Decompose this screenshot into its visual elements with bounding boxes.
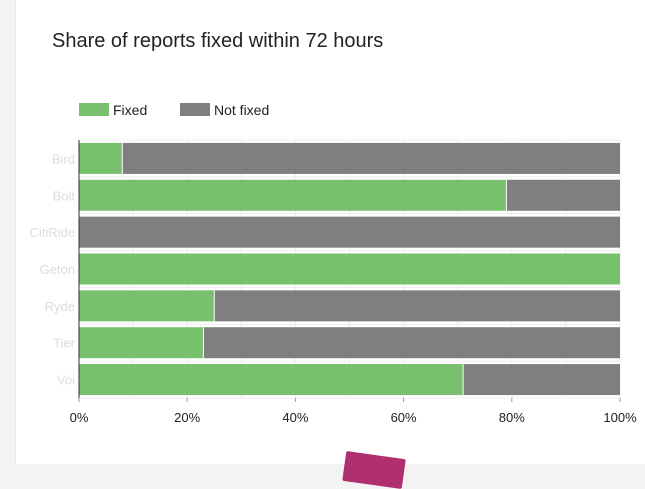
category-label-voi: Voi	[57, 373, 75, 388]
bar-not-fixed-tier	[203, 327, 620, 359]
category-label-geton: Geton	[40, 262, 75, 277]
category-label-citiride: CitiRide	[29, 225, 75, 240]
x-tick-label: 0%	[70, 410, 89, 425]
bar-not-fixed-ryde	[214, 290, 620, 322]
bar-chart: Bird Bolt CitiRide Geton Ryde Tier Voi 0% 20% 40%…	[29, 139, 637, 425]
chart-title: Share of reports fixed within 72 hours	[52, 30, 384, 52]
x-tick-label: 60%	[391, 410, 417, 425]
bar-not-fixed-bird	[122, 142, 620, 174]
category-label-tier: Tier	[53, 336, 76, 351]
legend-swatch-fixed	[79, 103, 109, 116]
category-label-ryde: Ryde	[45, 299, 75, 314]
x-tick-label: 40%	[282, 410, 308, 425]
x-tick-label: 80%	[499, 410, 525, 425]
bar-fixed-bird	[79, 142, 123, 174]
x-tick-label: 20%	[174, 410, 200, 425]
bar-fixed-voi	[79, 364, 464, 396]
bar-not-fixed-bolt	[506, 179, 620, 211]
legend-swatch-not-fixed	[180, 103, 210, 116]
category-label-bird: Bird	[52, 151, 75, 166]
x-tick-label: 100%	[603, 410, 637, 425]
bar-fixed-geton	[79, 253, 620, 285]
category-label-bolt: Bolt	[53, 188, 76, 203]
bar-fixed-tier	[79, 327, 204, 359]
bar-not-fixed-voi	[463, 364, 620, 396]
legend-label-fixed: Fixed	[113, 102, 148, 118]
bar-fixed-ryde	[79, 290, 215, 322]
legend-label-not-fixed: Not fixed	[214, 102, 270, 118]
bar-not-fixed-citiride	[79, 216, 620, 248]
bar-fixed-bolt	[79, 179, 507, 211]
